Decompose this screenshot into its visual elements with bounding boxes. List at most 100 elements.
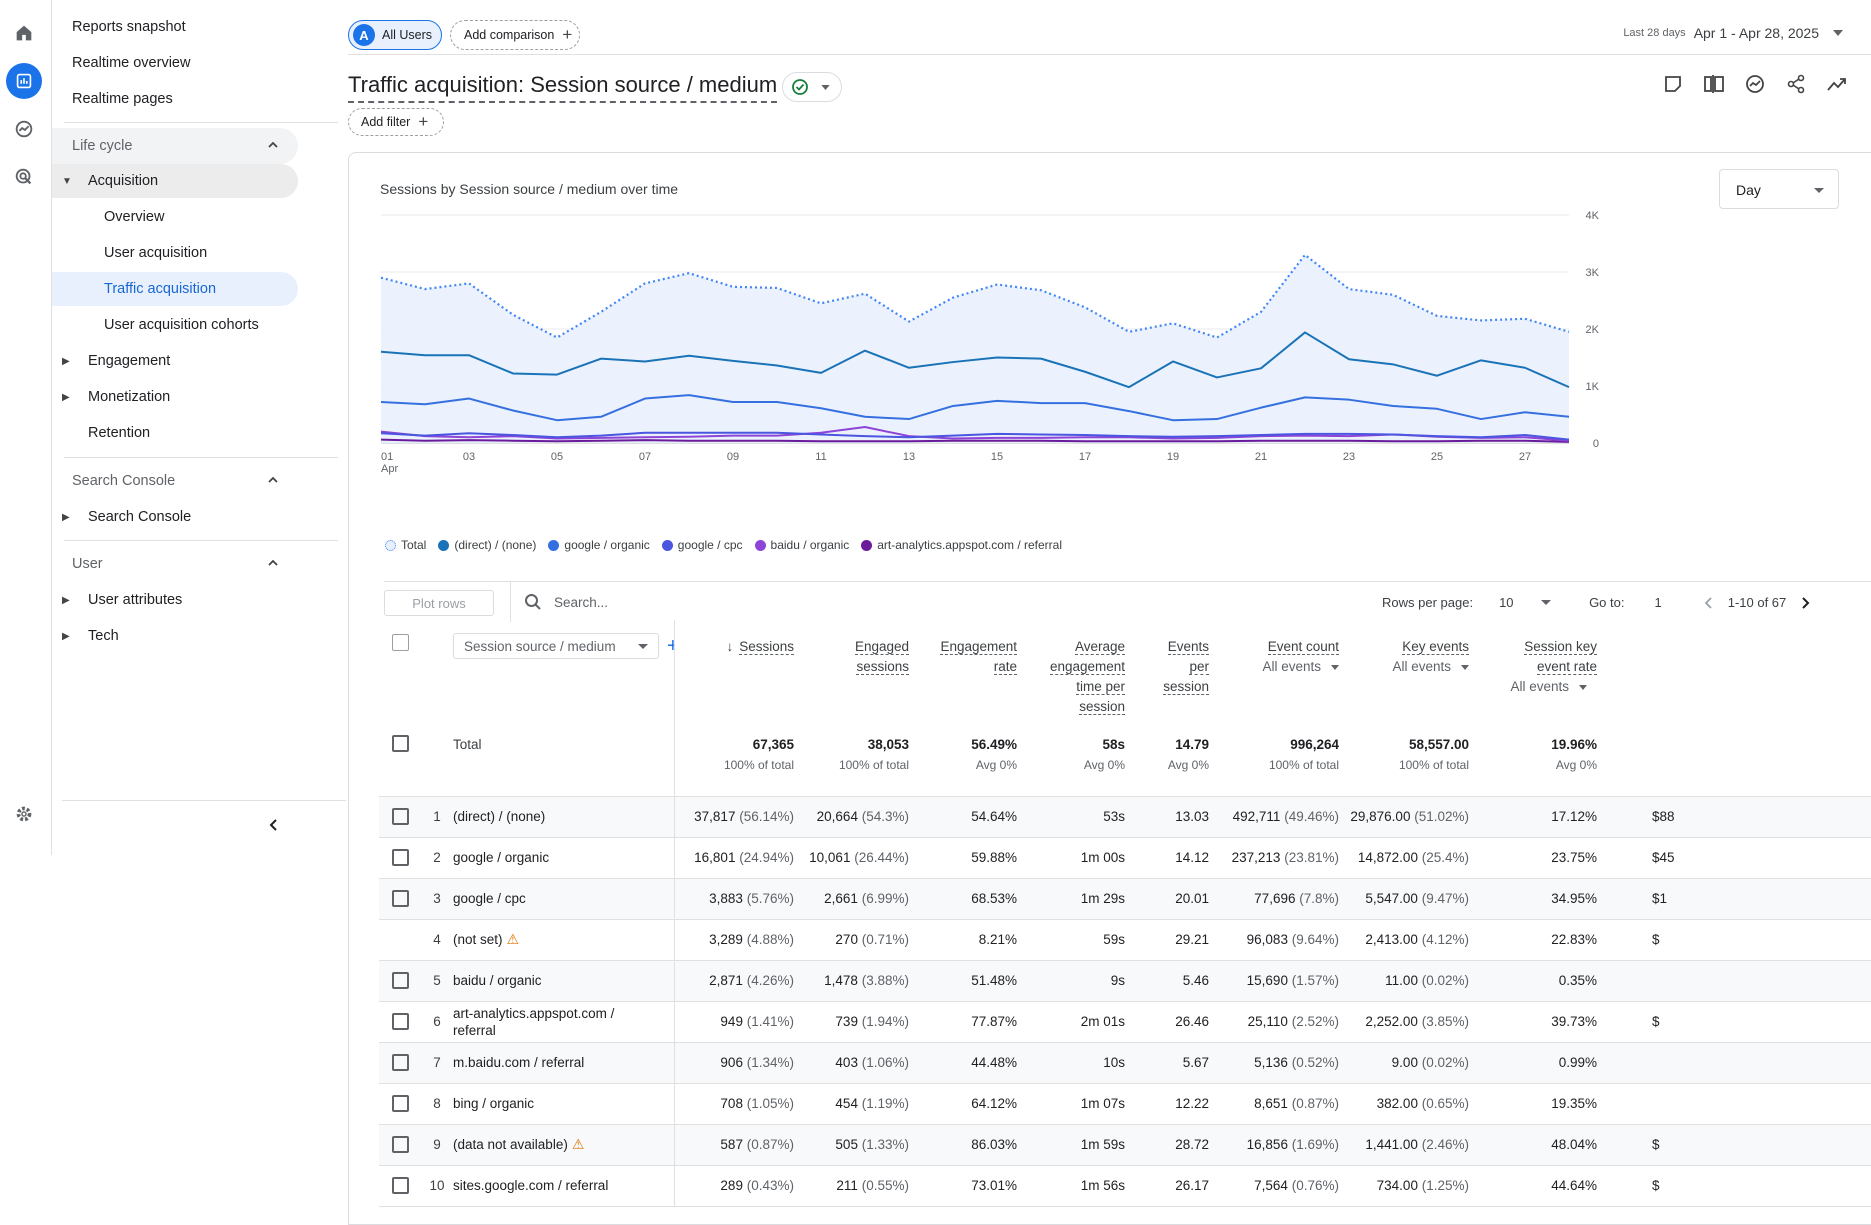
- cell-avg-engagement-time: 1m 59s: [1017, 1124, 1125, 1166]
- legend-item[interactable]: (direct) / (none): [438, 538, 536, 552]
- segment-chip[interactable]: A All Users: [348, 20, 442, 50]
- nav-item-monetization[interactable]: ▶ Monetization: [62, 389, 171, 405]
- nav-item-user-attributes[interactable]: ▶ User attributes: [62, 592, 183, 608]
- cell-sessions: 708 (1.05%): [673, 1083, 794, 1125]
- nav-item-acquisition[interactable]: ▼ Acquisition: [52, 164, 298, 198]
- legend-swatch: [661, 539, 673, 551]
- next-page-icon[interactable]: [1798, 596, 1812, 610]
- header-events-per-session[interactable]: Events per session: [1163, 639, 1209, 695]
- legend-item[interactable]: google / organic: [548, 538, 650, 552]
- row-checkbox[interactable]: [391, 972, 409, 989]
- nav-section-lifecycle[interactable]: Life cycle: [52, 128, 298, 164]
- table-row[interactable]: 6 art-analytics.appspot.com / referral 949 …: [379, 1001, 1871, 1043]
- row-checkbox[interactable]: [391, 1136, 409, 1153]
- nav-item-overview[interactable]: Overview: [104, 209, 165, 225]
- header-session-key-event-rate[interactable]: Session key event rate All events: [1469, 620, 1642, 717]
- warning-icon[interactable]: ⚠: [571, 1136, 585, 1152]
- goto-page-input[interactable]: 1: [1654, 595, 1662, 610]
- settings-icon[interactable]: [6, 796, 42, 832]
- nav-item-tech[interactable]: ▶ Tech: [62, 628, 119, 644]
- select-all-checkbox[interactable]: [391, 634, 409, 651]
- table-row[interactable]: 8 bing / organic 708 (1.05%) 454 (1.19%) 64.…: [379, 1083, 1871, 1125]
- legend-swatch: [861, 539, 873, 551]
- collapse-nav-icon[interactable]: [266, 817, 282, 833]
- table-search[interactable]: Search...: [524, 593, 608, 611]
- customize-report-icon[interactable]: [1661, 72, 1685, 96]
- date-range-picker[interactable]: Last 28 days Apr 1 - Apr 28, 2025: [1623, 25, 1843, 41]
- nav-item-user-acquisition[interactable]: User acquisition: [104, 245, 208, 261]
- table-row[interactable]: 10 sites.google.com / referral 289 (0.43%)…: [379, 1165, 1871, 1207]
- skr-filter-select[interactable]: All events: [1469, 679, 1587, 694]
- series-line: [380, 426, 1570, 442]
- row-checkbox[interactable]: [391, 849, 409, 866]
- add-filter-button[interactable]: Add filter +: [348, 108, 444, 136]
- nav-reports-snapshot[interactable]: Reports snapshot: [72, 19, 186, 35]
- row-checkbox[interactable]: [391, 1177, 409, 1194]
- row-dimension: m.baidu.com / referral: [453, 1042, 674, 1084]
- report-status-dropdown[interactable]: [782, 72, 842, 102]
- row-checkbox[interactable]: [391, 1013, 409, 1030]
- table-row[interactable]: 1 (direct) / (none) 37,817 (56.14%) 20,664 …: [379, 796, 1871, 838]
- legend-item[interactable]: baidu / organic: [754, 538, 849, 552]
- trend-icon[interactable]: [1825, 72, 1849, 96]
- header-average-engagement-time[interactable]: Average engagement time per session: [1049, 639, 1125, 715]
- rows-per-page-select[interactable]: 10: [1499, 595, 1555, 610]
- nav-section-search-console[interactable]: Search Console: [52, 463, 298, 499]
- header-event-count[interactable]: Event count All events: [1209, 620, 1339, 717]
- explore-icon[interactable]: [6, 111, 42, 147]
- nav-item-search-console[interactable]: ▶ Search Console: [62, 509, 192, 525]
- header-sessions[interactable]: ↓ Sessions: [673, 620, 794, 717]
- nav-realtime-overview[interactable]: Realtime overview: [72, 55, 191, 71]
- legend-item[interactable]: art-analytics.appspot.com / referral: [861, 538, 1062, 552]
- nav-item-user-acquisition-cohorts[interactable]: User acquisition cohorts: [104, 317, 259, 333]
- row-dimension: (not set) ⚠: [453, 919, 674, 961]
- table-row[interactable]: 9 (data not available) ⚠ 587 (0.87%) 505 (1.…: [379, 1124, 1871, 1166]
- plot-rows-button[interactable]: Plot rows: [384, 590, 494, 616]
- cell-avg-engagement-time: 1m 07s: [1017, 1083, 1125, 1125]
- cell-events-per-session: 29.21: [1125, 919, 1209, 961]
- nav-item-engagement[interactable]: ▶ Engagement: [62, 353, 171, 369]
- table-row[interactable]: 3 google / cpc 3,883 (5.76%) 2,661 (6.99%) 6…: [379, 878, 1871, 920]
- compare-icon[interactable]: [1702, 72, 1726, 96]
- add-dimension-icon[interactable]: +: [667, 635, 674, 658]
- legend-item[interactable]: Total: [385, 538, 426, 552]
- row-checkbox[interactable]: [391, 808, 409, 825]
- nav-item-traffic-acquisition[interactable]: Traffic acquisition: [52, 272, 298, 306]
- row-index: 1: [421, 796, 453, 838]
- advertising-icon[interactable]: [6, 159, 42, 195]
- insights-icon[interactable]: [1743, 72, 1767, 96]
- reports-icon[interactable]: [6, 63, 42, 99]
- home-icon[interactable]: [6, 15, 42, 51]
- cell-key-events: 9.00 (0.02%): [1339, 1042, 1469, 1084]
- table-row[interactable]: 2 google / organic 16,801 (24.94%) 10,061 (…: [379, 837, 1871, 879]
- legend-item[interactable]: google / cpc: [661, 538, 743, 552]
- dimension-select[interactable]: Session source / medium: [453, 633, 659, 659]
- divider: [64, 540, 338, 541]
- share-icon[interactable]: [1784, 72, 1808, 96]
- row-checkbox[interactable]: [391, 1095, 409, 1112]
- table-row[interactable]: 7 m.baidu.com / referral 906 (1.34%) 403 (1…: [379, 1042, 1871, 1084]
- event-filter-select[interactable]: All events: [1209, 659, 1339, 674]
- cell-engagement-rate: 73.01%: [909, 1165, 1017, 1207]
- nav-realtime-pages[interactable]: Realtime pages: [72, 91, 173, 107]
- row-dimension: sites.google.com / referral: [453, 1165, 674, 1207]
- granularity-select[interactable]: Day: [1719, 169, 1839, 209]
- key-event-filter-select[interactable]: All events: [1339, 659, 1469, 674]
- cell-key-events: 14,872.00 (25.4%): [1339, 837, 1469, 879]
- row-dimension: (data not available) ⚠: [453, 1124, 674, 1166]
- warning-icon[interactable]: ⚠: [506, 931, 520, 947]
- header-key-events[interactable]: Key events All events: [1339, 620, 1469, 717]
- nav-item-retention[interactable]: Retention: [88, 425, 151, 441]
- nav-section-user[interactable]: User: [52, 546, 298, 582]
- prev-page-icon[interactable]: [1702, 596, 1716, 610]
- cell-revenue: $: [1642, 1165, 1871, 1207]
- row-checkbox[interactable]: [391, 890, 409, 907]
- table-row[interactable]: 5 baidu / organic 2,871 (4.26%) 1,478 (3.88…: [379, 960, 1871, 1002]
- totals-checkbox[interactable]: [391, 735, 409, 752]
- header-engagement-rate[interactable]: Engagement rate: [940, 639, 1017, 675]
- row-checkbox[interactable]: [391, 1054, 409, 1071]
- table-row[interactable]: 4 (not set) ⚠ 3,289 (4.88%) 270 (0.71%) 8.21%…: [379, 919, 1871, 961]
- search-input[interactable]: Search...: [554, 594, 609, 610]
- header-engaged-sessions[interactable]: Engaged sessions: [854, 639, 909, 675]
- add-comparison-button[interactable]: Add comparison +: [450, 20, 580, 50]
